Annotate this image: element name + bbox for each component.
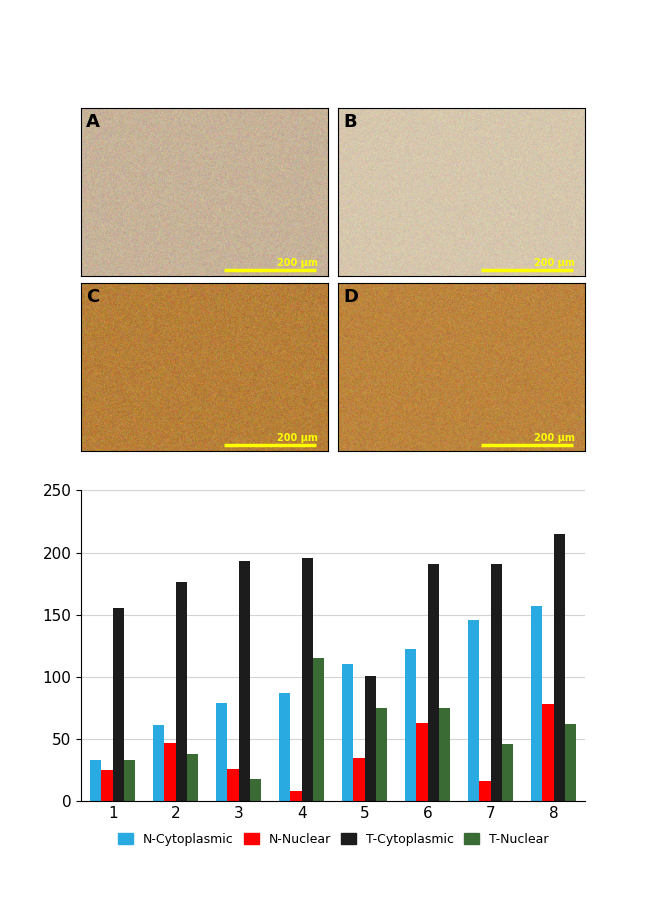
- Bar: [565, 724, 576, 801]
- Text: 200 μm: 200 μm: [278, 257, 318, 268]
- Bar: [302, 557, 313, 801]
- Bar: [291, 791, 302, 801]
- Bar: [428, 563, 439, 801]
- Bar: [101, 770, 112, 801]
- Bar: [250, 778, 261, 801]
- Text: C: C: [86, 288, 99, 306]
- Bar: [502, 744, 514, 801]
- Bar: [439, 707, 450, 801]
- Bar: [542, 704, 554, 801]
- Bar: [124, 760, 135, 801]
- Bar: [90, 760, 101, 801]
- Text: 200 μm: 200 μm: [278, 433, 318, 443]
- Bar: [416, 723, 428, 801]
- Bar: [365, 676, 376, 801]
- Bar: [187, 754, 198, 801]
- Text: D: D: [343, 288, 358, 306]
- Bar: [376, 707, 387, 801]
- Bar: [239, 562, 250, 801]
- Bar: [342, 664, 354, 801]
- Bar: [227, 769, 239, 801]
- Bar: [405, 650, 416, 801]
- Text: A: A: [86, 113, 100, 131]
- Bar: [164, 742, 176, 801]
- Bar: [354, 758, 365, 801]
- Bar: [479, 781, 491, 801]
- Bar: [313, 658, 324, 801]
- Bar: [468, 619, 479, 801]
- Bar: [491, 563, 502, 801]
- Bar: [153, 725, 164, 801]
- Bar: [279, 693, 291, 801]
- Bar: [176, 582, 187, 801]
- Text: 200 μm: 200 μm: [534, 257, 575, 268]
- Text: B: B: [343, 113, 357, 131]
- Legend: N-Cytoplasmic, N-Nuclear, T-Cytoplasmic, T-Nuclear: N-Cytoplasmic, N-Nuclear, T-Cytoplasmic,…: [113, 828, 553, 850]
- Text: 200 μm: 200 μm: [534, 433, 575, 443]
- Bar: [216, 703, 228, 801]
- Bar: [531, 606, 542, 801]
- Bar: [112, 608, 124, 801]
- Bar: [554, 534, 565, 801]
